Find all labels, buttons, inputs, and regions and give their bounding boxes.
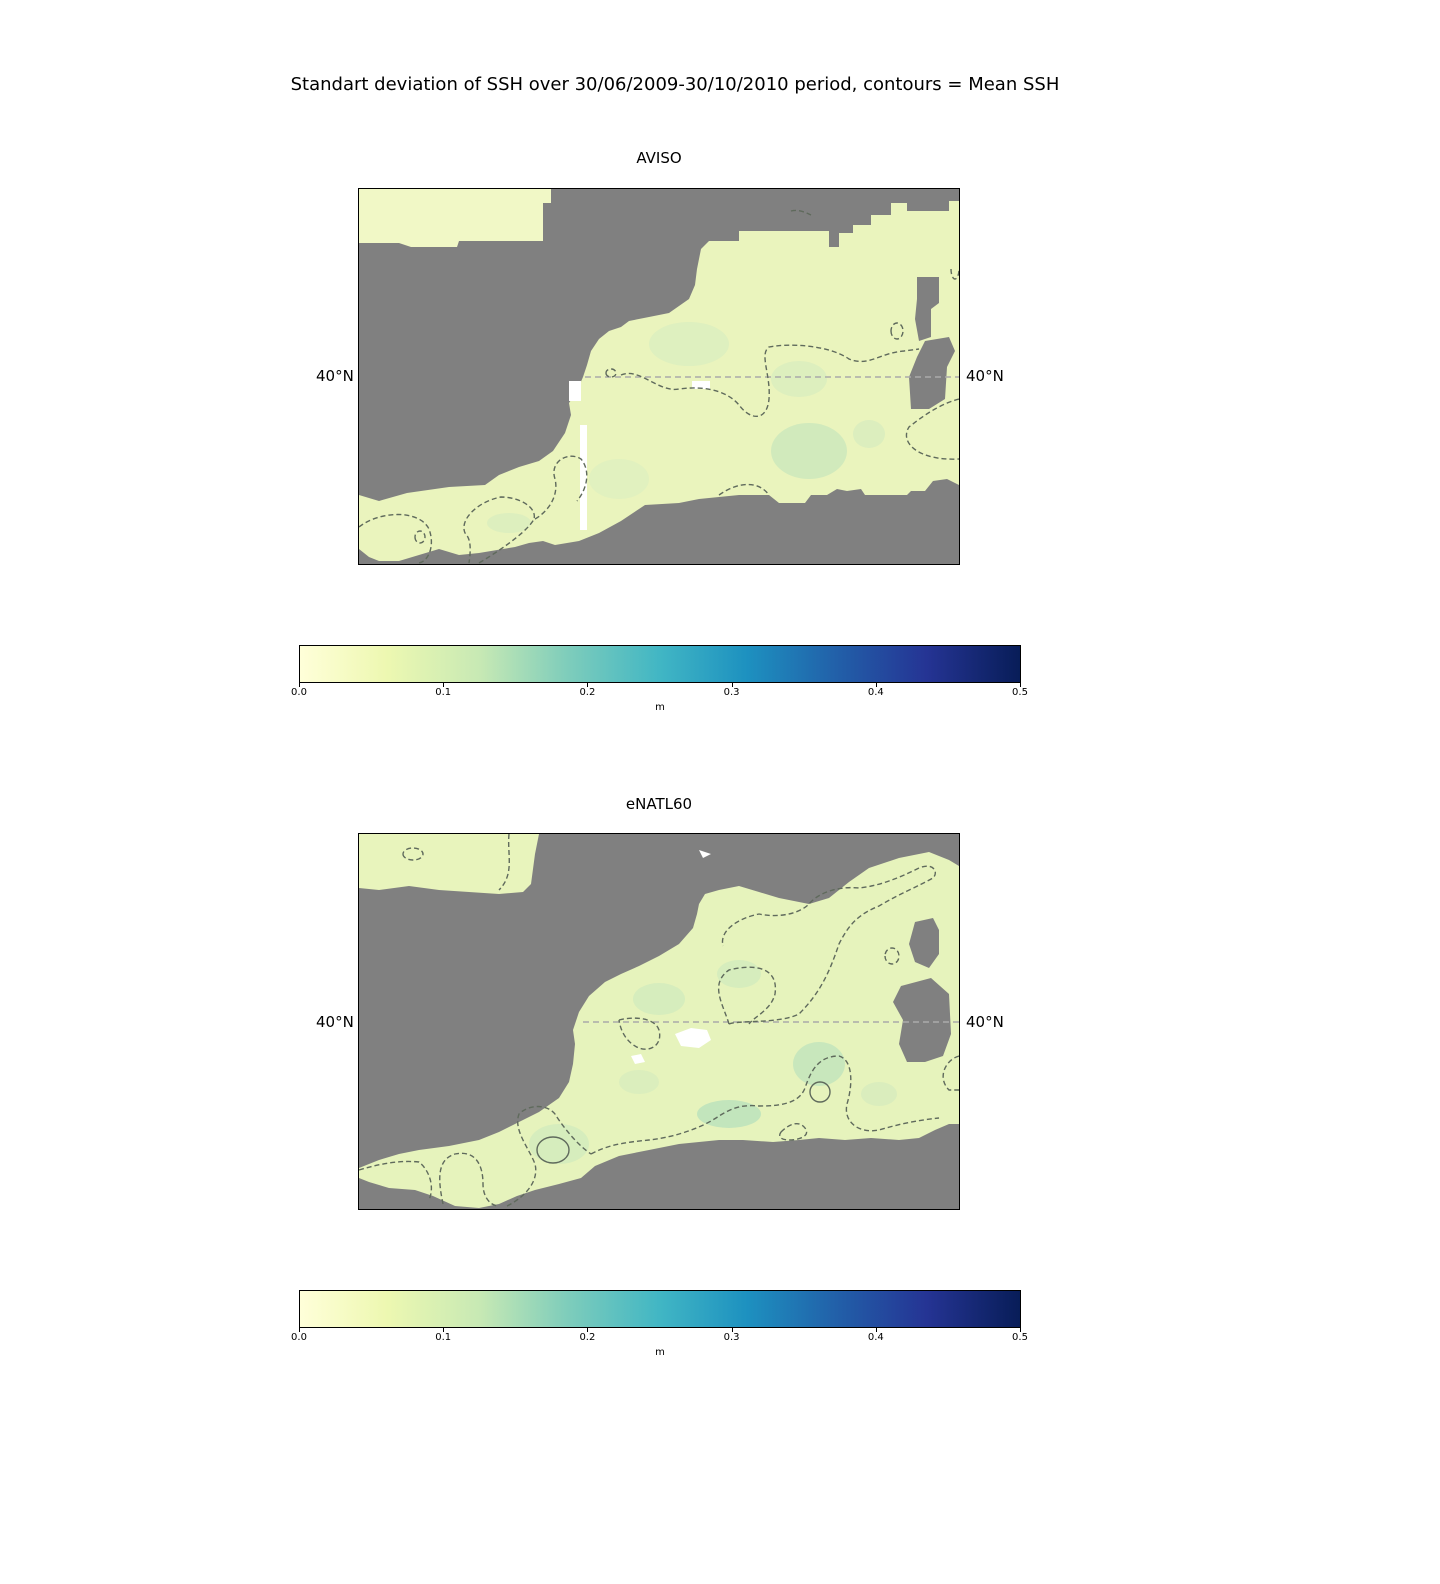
colorbar-tick-mark	[731, 1328, 733, 1332]
colorbar-tick-mark	[587, 683, 589, 687]
panel-title-aviso: AVISO	[636, 149, 682, 167]
colorbar-tick-mark	[1020, 1328, 1021, 1332]
lat-label-left-aviso: 40°N	[316, 367, 354, 385]
colorbar-tick-label: 0.3	[723, 687, 740, 698]
figure-title: Standart deviation of SSH over 30/06/200…	[290, 74, 1060, 95]
colorbar-tick-mark	[587, 1328, 589, 1332]
colorbar-tick-mark	[443, 1328, 445, 1332]
colorbar-tick-label: 0.1	[435, 1332, 452, 1343]
colorbar-tick-label: 0.0	[291, 687, 307, 698]
map-aviso-svg	[359, 189, 959, 564]
colorbar-tick-label: 0.1	[435, 687, 452, 698]
colorbar-tick-mark	[731, 683, 733, 687]
map-aviso	[358, 188, 960, 565]
panel-title-enatl60: eNATL60	[625, 795, 693, 813]
colorbar-tick-label: 0.4	[867, 687, 884, 698]
lat-label-right-enatl60: 40°N	[966, 1013, 1004, 1031]
colorbar-tick-mark	[875, 1328, 877, 1332]
colorbar-tick-label: 0.0	[291, 1332, 307, 1343]
map-enatl60-svg	[359, 834, 959, 1209]
colorbar-tick-mark	[299, 1328, 300, 1332]
map-enatl60	[358, 833, 960, 1210]
colorbar-enatl60	[299, 1290, 1021, 1328]
colorbar-tick-label: 0.5	[1012, 1332, 1028, 1343]
colorbar-tick-label: 0.4	[867, 1332, 884, 1343]
colorbar-tick-mark	[875, 683, 877, 687]
colorbar-tick-mark	[299, 683, 300, 687]
colorbar-tick-mark	[1020, 683, 1021, 687]
colorbar-tick-mark	[443, 683, 445, 687]
colorbar-aviso	[299, 645, 1021, 683]
lat-label-right-aviso: 40°N	[966, 367, 1004, 385]
colorbar-tick-label: 0.3	[723, 1332, 740, 1343]
colorbar-tick-label: 0.2	[579, 687, 596, 698]
colorbar-tick-label: 0.2	[579, 1332, 596, 1343]
lat-label-left-enatl60: 40°N	[316, 1013, 354, 1031]
colorbar-aviso-label: m	[655, 702, 665, 713]
colorbar-enatl60-label: m	[655, 1347, 665, 1358]
colorbar-tick-label: 0.5	[1012, 687, 1028, 698]
